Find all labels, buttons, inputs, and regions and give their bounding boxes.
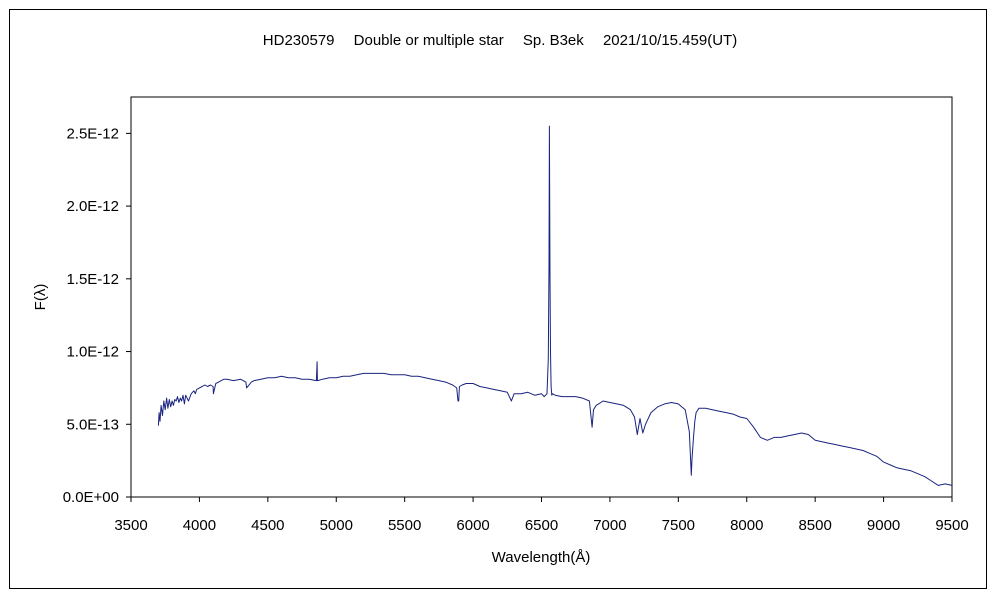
x-axis: 3500 4000 4500 5000 5500 6000 6500 7000 7500 8000… (114, 497, 969, 534)
y-axis: 0.0E+00 5.0E-13 1.0E-12 1.5E-12 2.0E-12 2.5E-… (63, 125, 131, 506)
x-tick-label: 3500 (114, 517, 147, 534)
x-axis-title: Wavelength(Å) (492, 549, 591, 566)
y-tick-label: 2.5E-12 (66, 125, 119, 142)
y-tick-label: 2.0E-12 (66, 198, 119, 215)
x-tick-label: 5500 (388, 517, 421, 534)
x-tick-label: 4000 (183, 517, 216, 534)
x-tick-label: 9500 (935, 517, 968, 534)
x-tick-label: 7500 (662, 517, 695, 534)
y-tick-label: 0.0E+00 (63, 489, 119, 506)
y-tick-label: 1.5E-12 (66, 271, 119, 288)
series-layer (157, 125, 953, 486)
x-tick-label: 6000 (456, 517, 489, 534)
x-tick-label: 5000 (320, 517, 353, 534)
plot-area (130, 96, 953, 498)
x-tick-label: 8000 (730, 517, 763, 534)
x-tick-label: 7000 (593, 517, 626, 534)
x-tick-label: 9000 (867, 517, 900, 534)
y-tick-label: 5.0E-13 (66, 416, 119, 433)
x-tick-label: 6500 (525, 517, 558, 534)
chart-title: HD230579 Double or multiple star Sp. B3e… (263, 32, 737, 49)
x-tick-label: 4500 (251, 517, 284, 534)
spectrum-line-series-0 (157, 125, 953, 486)
x-tick-label: 8500 (798, 517, 831, 534)
y-axis-title: F(λ) (32, 284, 49, 311)
y-tick-label: 1.0E-12 (66, 344, 119, 361)
